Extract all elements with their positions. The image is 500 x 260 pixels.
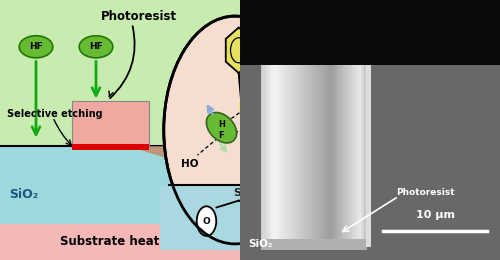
Text: OH: OH	[240, 101, 256, 111]
Bar	[312, 65, 314, 247]
Bar	[291, 65, 293, 247]
Bar	[306, 65, 308, 247]
Bar	[284, 65, 285, 247]
Bar	[361, 65, 362, 247]
Bar	[268, 65, 270, 247]
Bar	[354, 65, 356, 247]
Bar	[337, 65, 338, 247]
Bar	[332, 65, 334, 247]
Text: Photoresist: Photoresist	[101, 10, 178, 23]
Bar	[261, 65, 262, 247]
Bar	[302, 65, 304, 247]
Bar	[0, 146, 240, 224]
Bar	[295, 65, 296, 247]
Bar	[342, 65, 343, 247]
Bar	[308, 65, 310, 247]
Bar	[282, 65, 284, 247]
Text: O: O	[265, 217, 272, 226]
Polygon shape	[132, 147, 180, 161]
Bar	[72, 101, 149, 146]
Text: Substrate heating: Substrate heating	[60, 235, 180, 248]
Ellipse shape	[206, 113, 236, 143]
Bar	[296, 65, 298, 247]
Bar	[322, 65, 324, 247]
Bar	[310, 65, 312, 247]
Bar	[364, 65, 366, 247]
Text: Si: Si	[233, 188, 244, 198]
Text: O: O	[202, 217, 210, 226]
Text: H: H	[218, 120, 225, 129]
Bar	[280, 65, 281, 247]
Bar	[278, 65, 280, 247]
Bar	[285, 65, 287, 247]
Bar	[298, 65, 300, 247]
Text: HF: HF	[89, 42, 103, 51]
Bar	[72, 144, 149, 149]
Bar	[262, 65, 264, 247]
Text: OH: OH	[265, 159, 283, 169]
Bar	[287, 65, 289, 247]
Text: HO: HO	[181, 159, 199, 169]
Polygon shape	[226, 28, 252, 73]
Bar	[160, 185, 310, 255]
Text: SiO₂: SiO₂	[248, 239, 272, 249]
Bar	[352, 65, 354, 247]
Bar	[300, 65, 302, 247]
Bar	[316, 65, 318, 247]
Bar	[331, 65, 332, 247]
Bar	[272, 65, 274, 247]
Bar	[318, 65, 320, 247]
Text: Selective etching: Selective etching	[7, 109, 103, 119]
Text: HF: HF	[29, 42, 43, 51]
Bar	[334, 65, 336, 247]
Bar	[271, 65, 272, 247]
Bar	[261, 239, 368, 250]
Bar	[324, 65, 326, 247]
Ellipse shape	[19, 36, 53, 58]
Text: 10 μm: 10 μm	[416, 210, 455, 219]
Bar	[289, 65, 291, 247]
Bar	[346, 65, 347, 247]
Text: Photoresist: Photoresist	[396, 188, 454, 197]
Ellipse shape	[79, 36, 113, 58]
Ellipse shape	[164, 16, 306, 244]
Bar	[360, 65, 361, 247]
Bar	[270, 65, 271, 247]
Text: F: F	[218, 131, 224, 140]
Bar	[338, 65, 340, 247]
Bar	[314, 65, 316, 247]
Text: SiO₂: SiO₂	[10, 188, 38, 202]
Bar	[0, 0, 240, 146]
Bar	[344, 65, 346, 247]
Bar	[326, 65, 327, 247]
Bar	[358, 65, 360, 247]
Bar	[276, 65, 278, 247]
Bar	[350, 65, 352, 247]
Bar	[320, 65, 322, 247]
Bar	[304, 65, 306, 247]
Bar	[340, 65, 342, 247]
Bar	[366, 65, 371, 247]
Circle shape	[259, 206, 278, 236]
Bar	[293, 65, 295, 247]
Bar	[329, 65, 331, 247]
Bar	[362, 65, 364, 247]
Bar	[327, 65, 329, 247]
Bar	[366, 65, 368, 247]
Bar	[349, 65, 350, 247]
Bar	[336, 65, 337, 247]
Bar	[356, 65, 358, 247]
Bar	[0, 224, 240, 260]
Bar	[274, 65, 276, 247]
Circle shape	[197, 206, 216, 236]
Bar	[266, 65, 268, 247]
Bar	[343, 65, 344, 247]
Bar	[264, 65, 266, 247]
Bar	[348, 65, 349, 247]
Bar	[240, 0, 500, 65]
Bar	[347, 65, 348, 247]
